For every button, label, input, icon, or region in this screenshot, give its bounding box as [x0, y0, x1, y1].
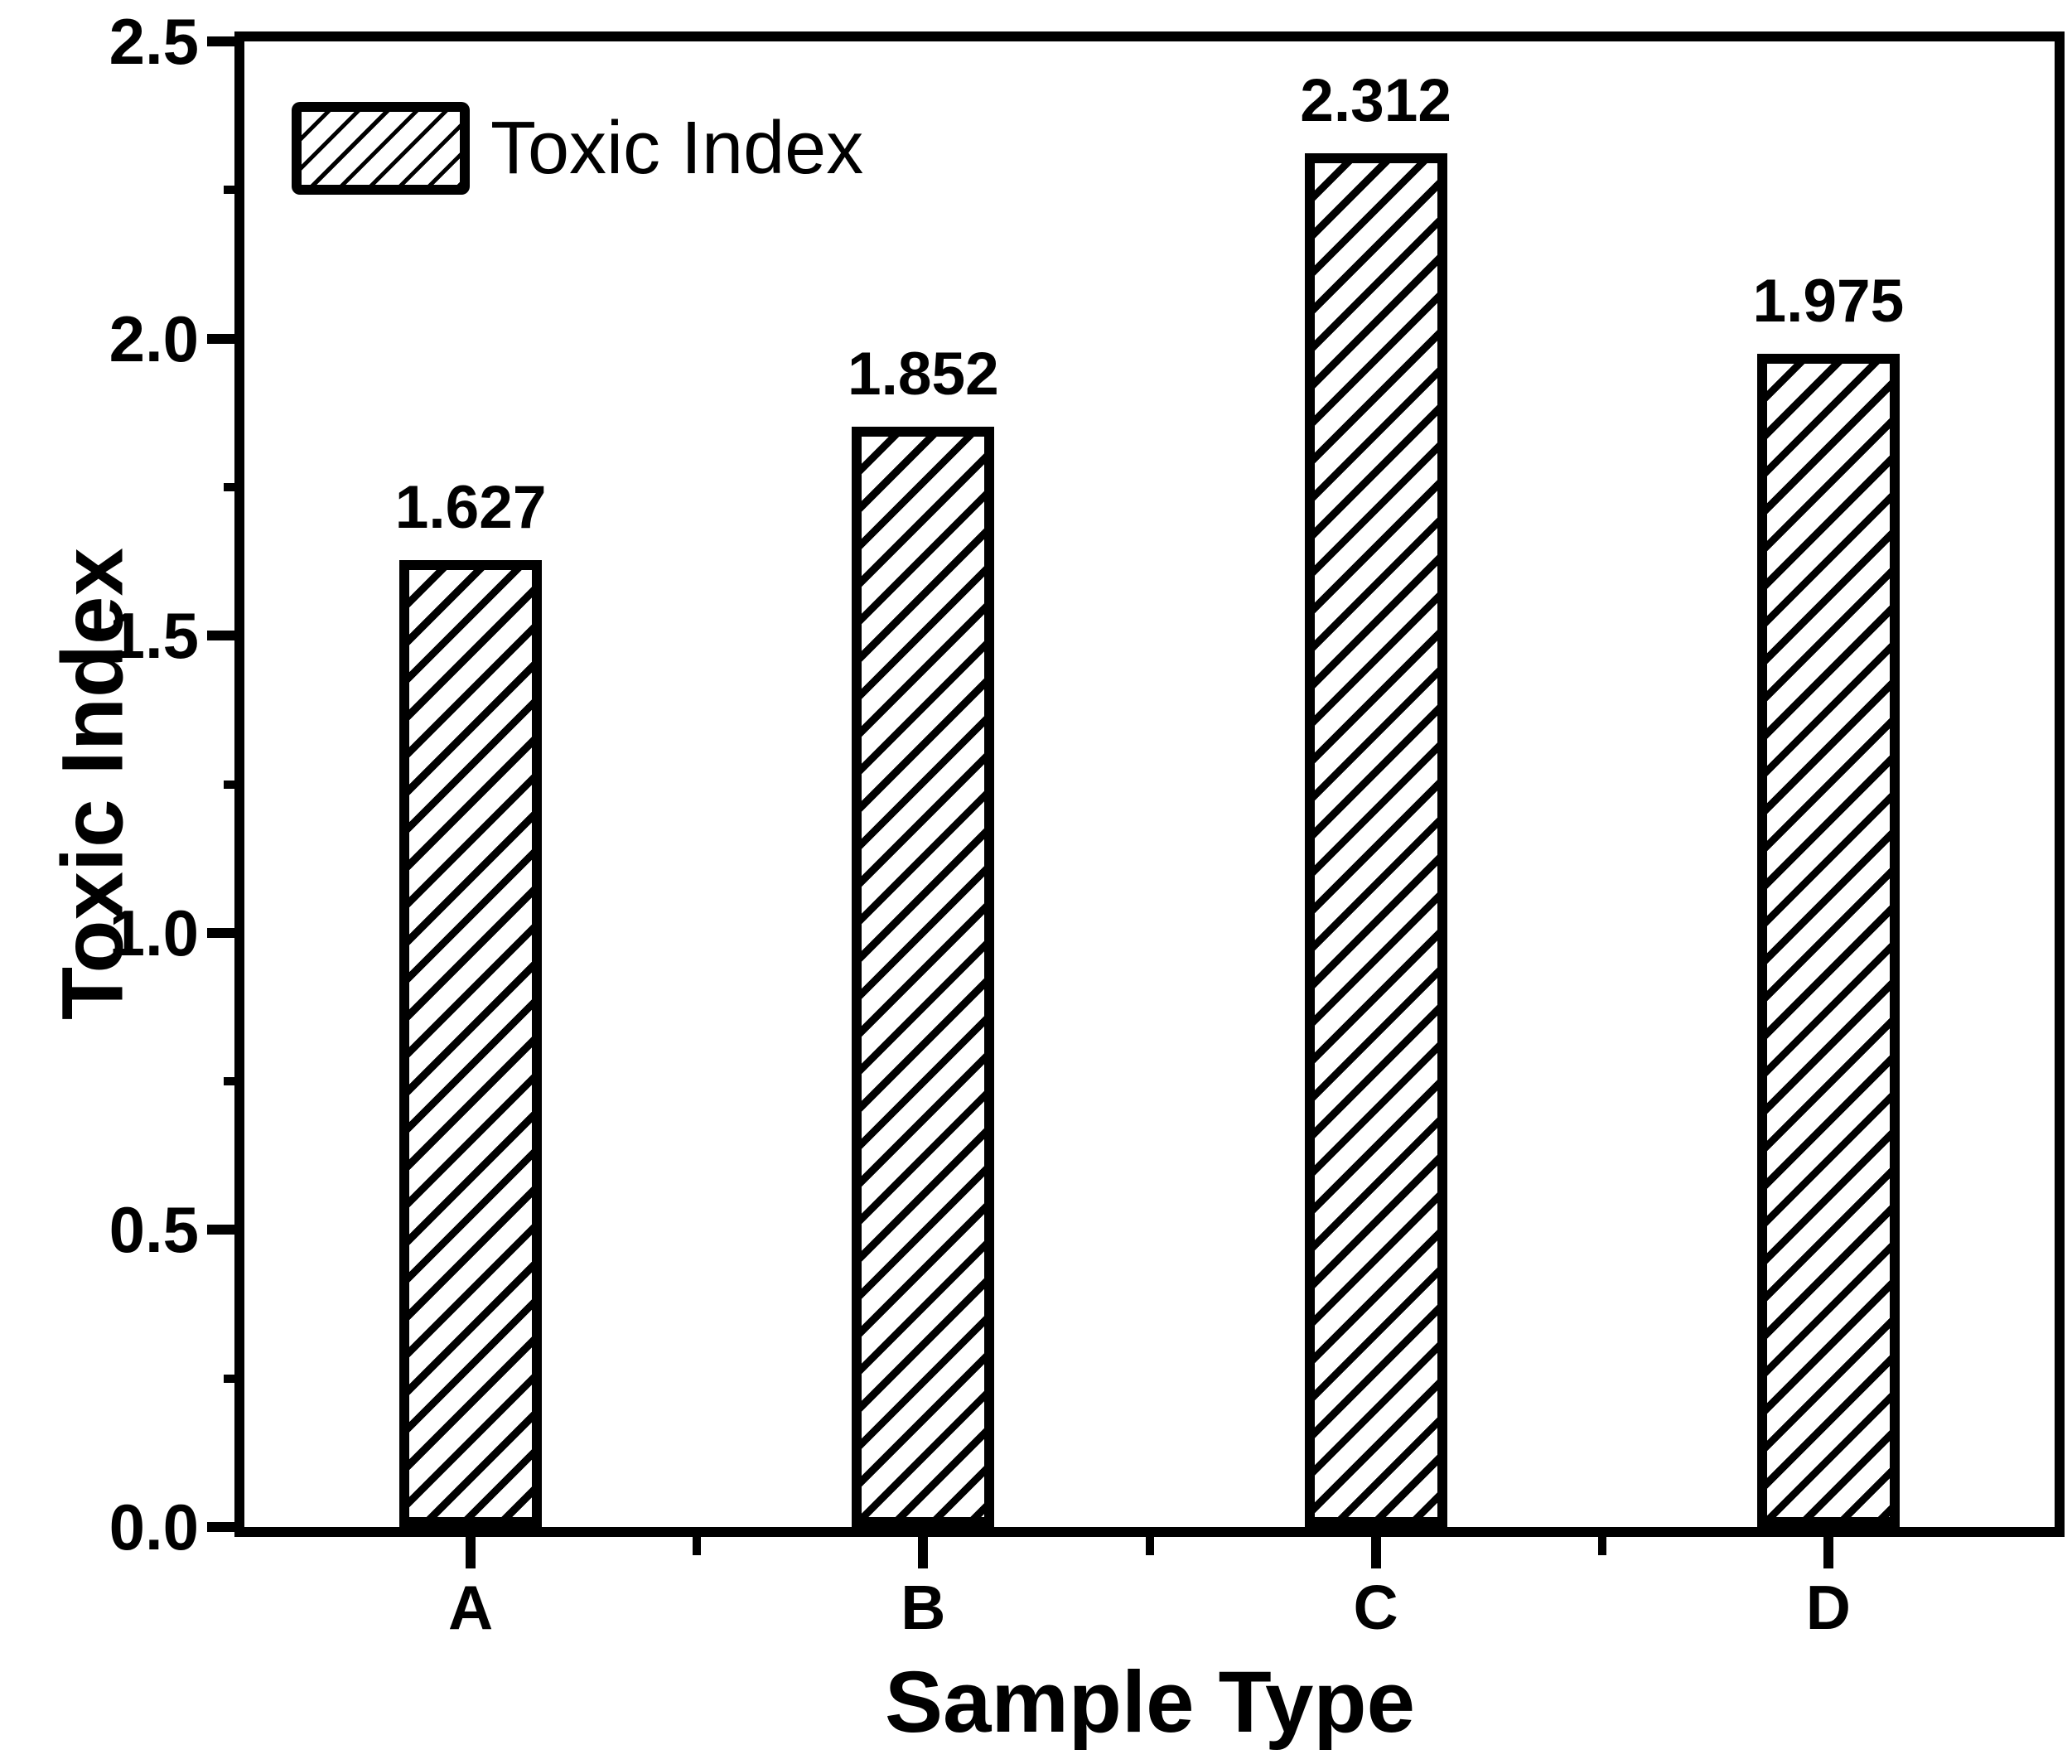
- x-category-label: D: [1805, 1573, 1851, 1642]
- bar: [399, 560, 543, 1527]
- x-category-label: A: [448, 1573, 494, 1642]
- bar-value-label: 1.627: [394, 474, 547, 542]
- y-tick-label: 2.5: [109, 5, 199, 78]
- y-tick-label: 0.5: [109, 1193, 199, 1267]
- x-major-tick: [1823, 1527, 1833, 1568]
- x-category-label: C: [1353, 1573, 1398, 1642]
- x-minor-tick: [1145, 1527, 1154, 1555]
- x-category-label: B: [901, 1573, 946, 1642]
- x-minor-tick: [693, 1527, 702, 1555]
- y-minor-tick: [224, 780, 244, 789]
- x-major-tick: [466, 1527, 476, 1568]
- bar: [1756, 353, 1900, 1527]
- y-tick-label: 1.5: [109, 599, 199, 673]
- y-major-tick: [207, 631, 244, 641]
- x-axis-title: Sample Type: [885, 1654, 1415, 1751]
- y-minor-tick: [224, 1077, 244, 1086]
- y-major-tick: [207, 333, 244, 344]
- bar: [852, 426, 995, 1527]
- bar: [1304, 152, 1447, 1527]
- y-major-tick: [207, 1225, 244, 1235]
- y-minor-tick: [224, 186, 244, 195]
- y-major-tick: [207, 36, 244, 46]
- legend-hatch-swatch-icon: [292, 102, 470, 195]
- x-major-tick: [918, 1527, 929, 1568]
- bar-value-label: 2.312: [1300, 66, 1451, 134]
- bar-value-label: 1.852: [848, 340, 999, 408]
- legend-entry-label: Toxic Index: [490, 107, 864, 190]
- bar-value-label: 1.975: [1752, 267, 1905, 335]
- x-major-tick: [1370, 1527, 1381, 1568]
- y-axis-title: Toxic Index: [44, 548, 142, 1020]
- y-tick-label: 2.0: [109, 302, 199, 375]
- y-major-tick: [207, 1522, 244, 1532]
- y-major-tick: [207, 927, 244, 938]
- y-minor-tick: [224, 1374, 244, 1383]
- y-minor-tick: [224, 482, 244, 491]
- y-tick-label: 1.0: [109, 896, 199, 969]
- y-tick-label: 0.0: [109, 1491, 199, 1563]
- x-minor-tick: [1597, 1527, 1606, 1555]
